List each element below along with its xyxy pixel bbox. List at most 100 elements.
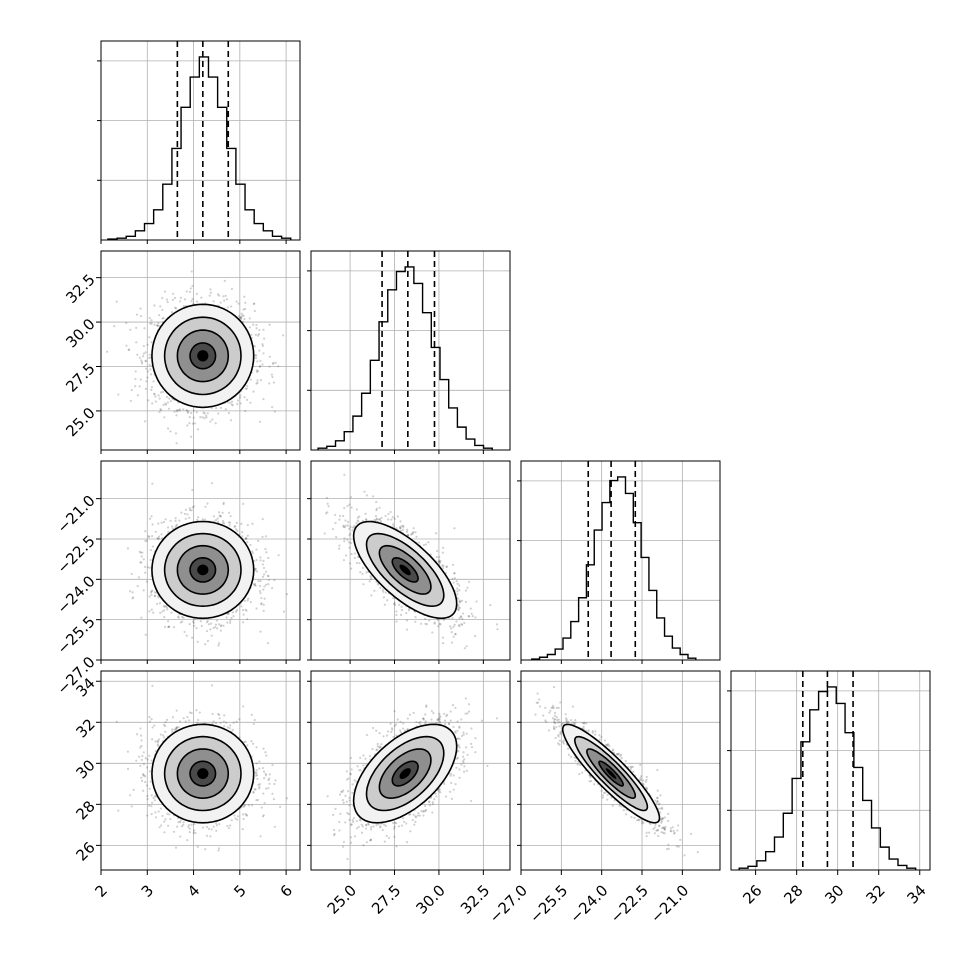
scatter-point <box>208 623 210 625</box>
scatter-point <box>332 528 334 530</box>
scatter-point <box>225 295 227 297</box>
scatter-point <box>425 720 427 722</box>
scatter-point <box>177 616 179 618</box>
scatter-point <box>395 614 397 616</box>
scatter-point <box>150 515 152 517</box>
scatter-point <box>154 799 156 801</box>
scatter-point <box>364 513 366 515</box>
scatter-point <box>274 410 276 412</box>
scatter-point <box>340 791 342 793</box>
scatter-point <box>187 826 189 828</box>
scatter-point <box>417 814 419 816</box>
scatter-point <box>229 524 231 526</box>
scatter-point <box>176 442 178 444</box>
scatter-point <box>170 612 172 614</box>
scatter-point <box>189 416 191 418</box>
scatter-point <box>150 389 152 391</box>
scatter-point <box>415 721 417 723</box>
scatter-point <box>379 507 381 509</box>
scatter-point <box>413 824 415 826</box>
scatter-point <box>213 515 215 517</box>
scatter-point <box>209 295 211 297</box>
scatter-point <box>151 738 153 740</box>
scatter-point <box>279 806 281 808</box>
scatter-point <box>213 627 215 629</box>
scatter-point <box>196 300 198 302</box>
scatter-point <box>442 547 444 549</box>
scatter-point <box>217 521 219 523</box>
scatter-point <box>167 401 169 403</box>
scatter-point <box>229 824 231 826</box>
scatter-point <box>163 605 165 607</box>
scatter-point <box>215 822 217 824</box>
scatter-point <box>262 518 264 520</box>
scatter-point <box>217 644 219 646</box>
scatter-point <box>246 399 248 401</box>
scatter-point <box>211 635 213 637</box>
scatter-point <box>248 804 250 806</box>
scatter-point <box>453 527 455 529</box>
scatter-point <box>218 642 220 644</box>
scatter-point <box>193 417 195 419</box>
scatter-point <box>139 727 141 729</box>
scatter-point <box>189 828 191 830</box>
scatter-point <box>267 787 269 789</box>
scatter-point <box>155 816 157 818</box>
scatter-point <box>186 513 188 515</box>
scatter-point <box>162 391 164 393</box>
scatter-point <box>449 625 451 627</box>
scatter-point <box>256 769 258 771</box>
scatter-point <box>151 535 153 537</box>
scatter-point <box>362 754 364 756</box>
scatter-point <box>262 589 264 591</box>
scatter-point <box>456 593 458 595</box>
scatter-point <box>220 722 222 724</box>
scatter-point <box>229 402 231 404</box>
scatter-point <box>267 575 269 577</box>
scatter-point <box>458 584 460 586</box>
scatter-point <box>171 311 173 313</box>
scatter-point <box>259 421 261 423</box>
scatter-point <box>332 814 334 816</box>
scatter-point <box>255 324 257 326</box>
scatter-point <box>150 319 152 321</box>
scatter-point <box>346 538 348 540</box>
scatter-point <box>174 297 176 299</box>
scatter-point <box>137 585 139 587</box>
scatter-point <box>186 409 188 411</box>
scatter-point <box>151 759 153 761</box>
scatter-point <box>250 334 252 336</box>
scatter-point <box>166 813 168 815</box>
scatter-point <box>149 567 151 569</box>
scatter-point <box>354 557 356 559</box>
scatter-point <box>269 773 271 775</box>
scatter-point <box>191 285 193 287</box>
scatter-point <box>245 388 247 390</box>
scatter-point <box>356 519 358 521</box>
scatter-point <box>193 829 195 831</box>
scatter-point <box>271 406 273 408</box>
scatter-point <box>106 351 108 353</box>
scatter-point <box>223 300 225 302</box>
scatter-point <box>346 770 348 772</box>
scatter-point <box>241 535 243 537</box>
scatter-point <box>236 522 238 524</box>
scatter-point <box>379 587 381 589</box>
scatter-point <box>200 297 202 299</box>
scatter-point <box>152 523 154 525</box>
scatter-point <box>156 603 158 605</box>
scatter-point <box>217 412 219 414</box>
scatter-point <box>418 541 420 543</box>
scatter-point <box>253 723 255 725</box>
scatter-point <box>259 631 261 633</box>
scatter-point <box>143 352 145 354</box>
scatter-point <box>141 759 143 761</box>
histogram-step <box>108 57 291 240</box>
scatter-point <box>219 717 221 719</box>
scatter-point <box>153 304 155 306</box>
scatter-point <box>176 826 178 828</box>
panel-frame <box>101 41 300 240</box>
scatter-point <box>181 616 183 618</box>
scatter-point <box>163 736 165 738</box>
scatter-point <box>175 414 177 416</box>
